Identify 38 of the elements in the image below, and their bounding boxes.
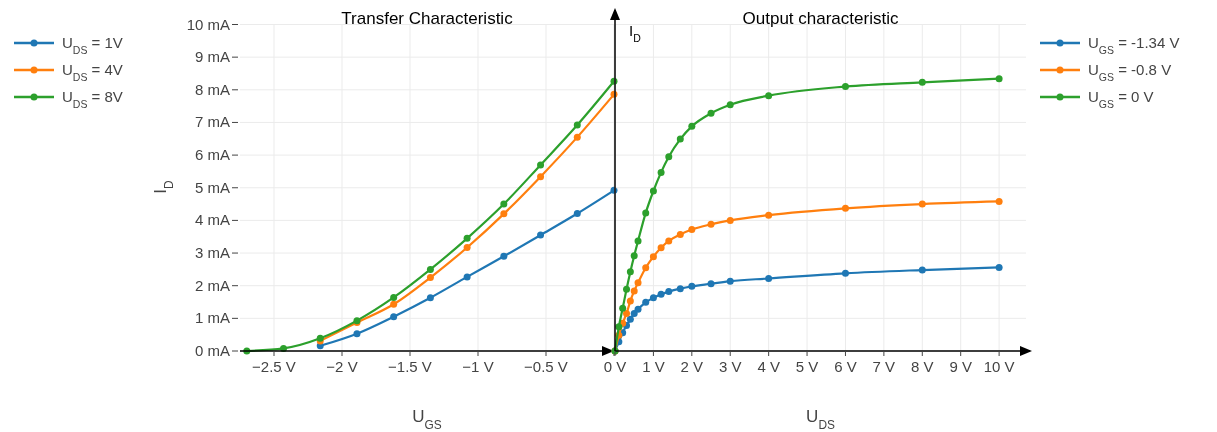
x-tick-label: 5 V — [795, 358, 819, 375]
y-tick-label: 6 mA — [194, 146, 230, 164]
y-tick-label: 5 mA — [194, 178, 230, 196]
x-tick-label: 8 V — [911, 358, 934, 375]
y-tick-label: 0 mA — [194, 342, 230, 359]
x-tick-label: −1.5 V — [388, 358, 432, 375]
x-tick-label: 9 V — [949, 358, 972, 375]
y-tick-label: 9 mA — [194, 48, 230, 66]
x-axis-title: U$_{GS}$ — [412, 407, 442, 432]
chart-title: Transfer Characteristic — [341, 9, 514, 28]
x-tick-label: 10 V — [983, 358, 1015, 375]
y-tick-label: 7 mA — [194, 113, 230, 131]
chart-title: Output characteristic — [742, 9, 899, 28]
legend-label: U$_{GS}$ = -1.34 V — [1088, 34, 1180, 56]
y-tick-label: 1 mA — [194, 309, 230, 327]
x-tick-label: 3 V — [718, 358, 742, 375]
legend-label: U$_{GS}$ = -0.8 V — [1088, 61, 1172, 83]
legend-label: U$_{GS}$ = 0 V — [1088, 88, 1154, 110]
x-tick-label: −1 V — [462, 358, 494, 375]
x-tick-label: 2 V — [680, 358, 704, 375]
y-tick-label: 3 mA — [194, 244, 230, 262]
y-tick-label: 10 mA — [186, 15, 230, 33]
x-tick-label: −2 V — [326, 358, 358, 375]
x-tick-label: 0 V — [603, 358, 627, 375]
y-tick-label: 8 mA — [194, 80, 230, 98]
legend-label: U$_{DS}$ = 8V — [62, 88, 123, 110]
x-tick-label: 1 V — [642, 358, 665, 375]
legend-label: U$_{DS}$ = 1V — [62, 34, 123, 56]
legend-label: U$_{DS}$ = 4V — [62, 61, 123, 83]
y-axis-title: I$_{D}$ — [629, 22, 642, 44]
y-tick-label: 4 mA — [194, 211, 230, 229]
x-tick-label: 7 V — [872, 358, 896, 375]
x-tick-label: 6 V — [834, 358, 857, 375]
x-tick-label: −2.5 V — [252, 358, 296, 375]
x-tick-label: −0.5 V — [524, 358, 568, 375]
x-axis-title: U$_{DS}$ — [806, 407, 835, 432]
y-tick-label: 2 mA — [194, 276, 230, 294]
x-tick-label: 4 V — [757, 358, 780, 375]
